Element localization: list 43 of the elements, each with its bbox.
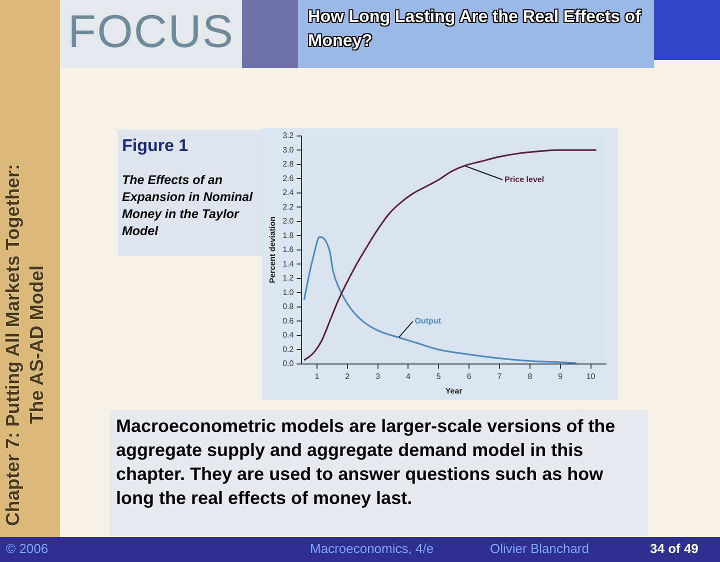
x-tick-label: 9 — [558, 372, 564, 381]
text: Macroeconometric models are larger-scale versions of the aggregate supply and aggregate demand model in this chapter. They are used to answer questions such as how long the real effects of money last. — [116, 415, 616, 510]
line-series — [303, 149, 598, 362]
text: 34 of 49 — [650, 541, 698, 556]
x-tick-label: 2 — [345, 372, 350, 381]
caption: Figure 1 — [122, 136, 188, 156]
y-tick-label: 2.2 — [282, 202, 294, 212]
line-series — [303, 236, 578, 364]
text: The Effects of an Expansion in Nominal Money in the Taylor Model — [122, 172, 254, 240]
y-tick-label: 1.6 — [282, 245, 294, 254]
y-tick-label: 2.0 — [282, 216, 294, 226]
y-tick-label: 0.8 — [282, 302, 294, 312]
x-axis-title: Year — [445, 386, 462, 396]
text: Price level — [504, 174, 544, 184]
x-tick-label: 10 — [586, 372, 596, 381]
y-tick-label: 0.2 — [282, 344, 294, 354]
text: Chapter 7: Putting All Markets Together: The AS-AD Model — [2, 162, 49, 528]
y-tick-label: 2.6 — [282, 174, 294, 183]
text: Olivier Blanchard — [490, 541, 589, 556]
text: © 2006 — [6, 541, 48, 556]
text: Macroeconomics, 4/e — [310, 541, 434, 556]
x-tick-label: 4 — [406, 372, 411, 381]
y-tick-label: 2.4 — [282, 188, 294, 198]
y-axis-title: Percent deviation — [268, 216, 278, 284]
chart-title: How Long Lasting Are the Real Effects of Money? — [308, 6, 642, 52]
x-tick-label: 1 — [314, 372, 320, 381]
x-tick-label: 3 — [376, 372, 381, 381]
y-tick-label: 1.8 — [282, 230, 294, 240]
x-tick-label: 7 — [497, 372, 502, 381]
y-tick-label: 1.4 — [282, 259, 294, 268]
series-label: Output — [414, 316, 442, 326]
x-tick-label: 5 — [436, 372, 442, 381]
text: FOCUS — [68, 4, 234, 58]
y-tick-label: 1.0 — [282, 288, 294, 297]
y-tick-label: 0.6 — [282, 316, 294, 326]
y-tick-label: 3.0 — [282, 145, 294, 154]
y-tick-label: 3.2 — [282, 131, 294, 140]
y-tick-label: 2.8 — [282, 160, 294, 169]
x-tick-label: 6 — [466, 372, 472, 381]
x-tick-label: 8 — [528, 372, 533, 381]
y-tick-label: 1.2 — [282, 274, 294, 283]
y-tick-label: 0.4 — [282, 330, 294, 340]
y-tick-label: 0.0 — [282, 359, 294, 368]
